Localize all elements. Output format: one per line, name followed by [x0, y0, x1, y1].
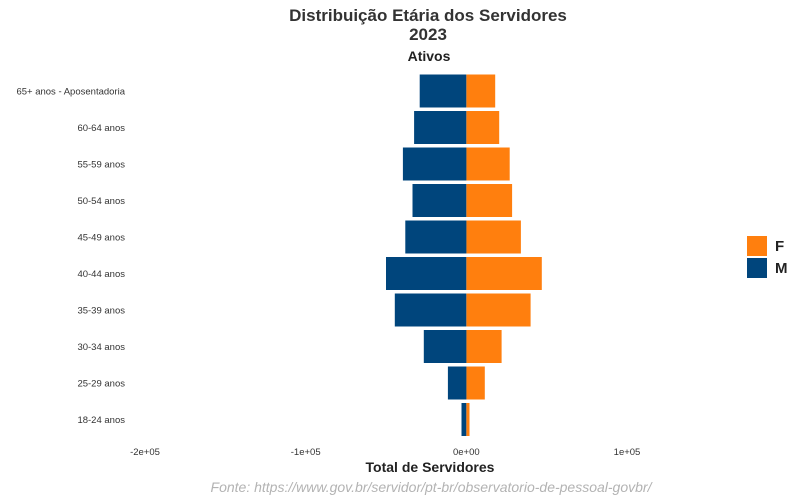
x-tick-labels: -2e+05 -1e+05 0e+00 1e+05: [130, 447, 640, 458]
panel-label: Ativos: [408, 48, 451, 64]
category-labels: 65+ anos - Aposentadoria 60-64 anos 55-59 …: [16, 87, 125, 427]
bar-f-9: [466, 403, 470, 436]
x-tick-label: -1e+05: [291, 447, 321, 458]
bar-m-6: [394, 293, 467, 327]
legend-label-f: F: [775, 238, 784, 255]
bar-f-1: [466, 111, 500, 144]
legend-label-m: M: [775, 260, 788, 277]
bar-f-4: [466, 220, 521, 254]
x-tick-label: 0e+00: [453, 447, 480, 458]
bar-f-6: [466, 293, 531, 327]
bar-f-7: [466, 330, 502, 363]
bar-m-8: [447, 366, 467, 400]
bar-m-7: [423, 330, 467, 363]
chart-subtitle: 2023: [409, 25, 447, 44]
bar-f-0: [466, 74, 496, 108]
bar-f-8: [466, 366, 485, 400]
x-tick-label: 1e+05: [614, 447, 641, 458]
bar-m-5: [386, 257, 467, 290]
legend: FM: [747, 236, 788, 278]
bar-m-2: [402, 147, 467, 181]
bar-f-3: [466, 184, 513, 217]
legend-swatch-f: [747, 236, 767, 256]
bar-m-9: [461, 403, 467, 436]
source-caption: Fonte: https://www.gov.br/servidor/pt-br…: [211, 479, 654, 495]
category-label: 65+ anos - Aposentadoria: [16, 87, 125, 98]
chart-title: Distribuição Etária dos Servidores: [289, 6, 567, 25]
category-label: 25-29 anos: [77, 379, 125, 390]
category-label: 60-64 anos: [77, 123, 125, 134]
x-axis-title: Total de Servidores: [366, 459, 495, 475]
bar-m-1: [414, 111, 467, 144]
bar-m-3: [412, 184, 467, 217]
bar-f-2: [466, 147, 510, 181]
category-label: 55-59 anos: [77, 160, 125, 171]
category-label: 40-44 anos: [77, 269, 125, 280]
legend-swatch-m: [747, 258, 767, 278]
category-label: 35-39 anos: [77, 306, 125, 317]
bar-m-0: [419, 74, 467, 108]
category-label: 45-49 anos: [77, 233, 125, 244]
category-label: 18-24 anos: [77, 415, 125, 426]
bars-layer: [386, 74, 542, 436]
category-label: 50-54 anos: [77, 196, 125, 207]
x-tick-label: -2e+05: [130, 447, 160, 458]
bar-m-4: [405, 220, 467, 254]
category-label: 30-34 anos: [77, 342, 125, 353]
bar-f-5: [466, 257, 542, 290]
